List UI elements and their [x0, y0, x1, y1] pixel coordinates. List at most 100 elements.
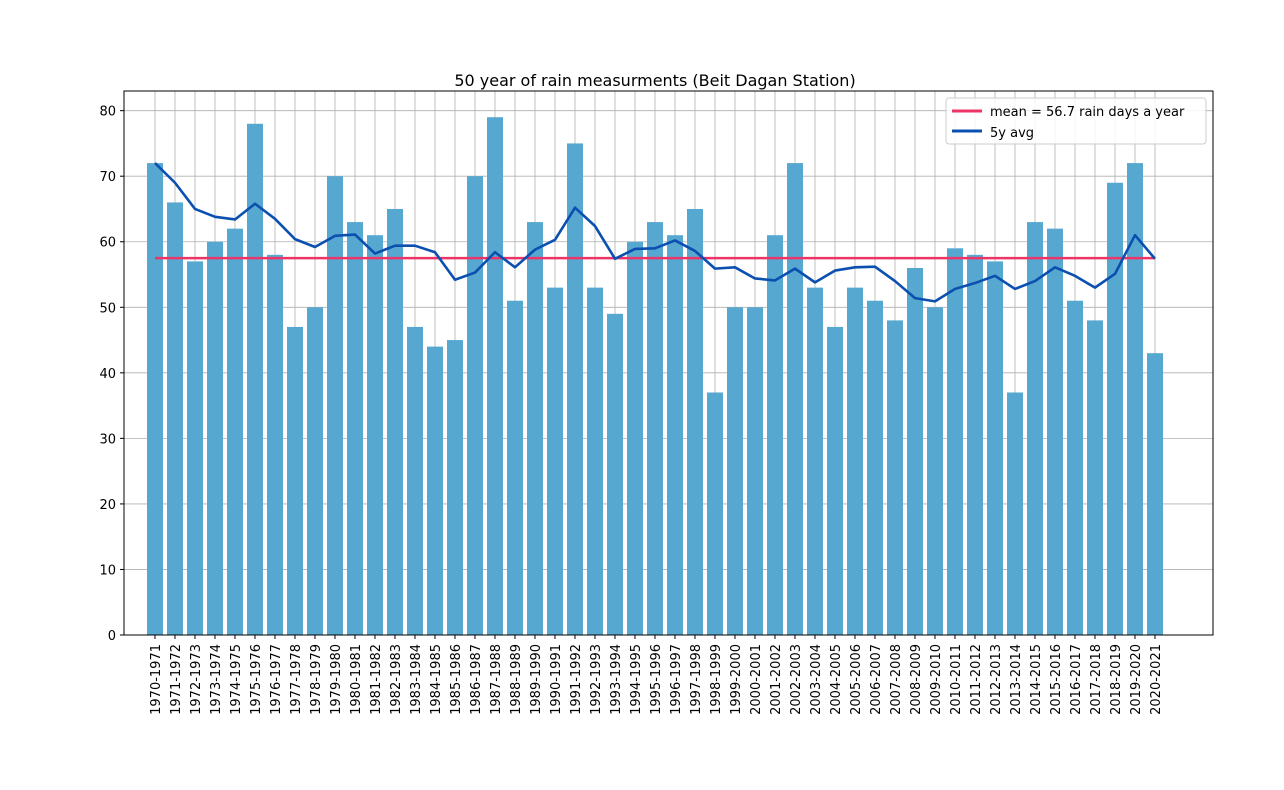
bar [187, 261, 203, 635]
bar [1107, 182, 1123, 635]
x-tick-label: 1979-1980 [329, 644, 344, 715]
bar [1027, 222, 1043, 635]
x-tick-label: 1974-1975 [229, 644, 244, 715]
x-tick-label: 2006-2007 [869, 644, 884, 715]
x-tick-label: 1987-1988 [489, 644, 504, 715]
x-tick-label: 1985-1986 [449, 644, 464, 715]
y-tick-label: 10 [99, 563, 116, 578]
bar [907, 267, 923, 635]
bar [347, 222, 363, 635]
x-tick-label: 2001-2002 [769, 644, 784, 715]
x-tick-label: 1990-1991 [549, 644, 564, 715]
x-tick-label: 1981-1982 [369, 644, 384, 715]
x-tick-label: 1977-1978 [289, 644, 304, 715]
bar [207, 241, 223, 635]
chart-title: 50 year of rain measurments (Beit Dagan … [454, 71, 855, 90]
x-tick-label: 1982-1983 [389, 644, 404, 715]
bar [647, 222, 663, 635]
y-tick-label: 60 [99, 236, 116, 251]
bar [747, 307, 763, 635]
bar [1047, 228, 1063, 635]
bar [607, 313, 623, 635]
x-tick-label: 1997-1998 [689, 644, 704, 715]
x-tick-label: 2000-2001 [749, 644, 764, 715]
axes [120, 90, 1214, 639]
legend: mean = 56.7 rain days a year 5y avg [945, 97, 1207, 145]
x-tick-label: 2002-2003 [789, 644, 804, 715]
x-tick-label: 1978-1979 [309, 644, 324, 715]
bar [727, 307, 743, 635]
bar [707, 392, 723, 635]
bar [787, 163, 803, 636]
x-tick-label: 1995-1996 [649, 644, 664, 715]
bar [327, 176, 343, 635]
x-tick-label: 1983-1984 [409, 644, 424, 715]
bar [507, 300, 523, 635]
x-tick-label: 2017-2018 [1089, 644, 1104, 715]
bar [667, 235, 683, 636]
x-tick-label: 1992-1993 [589, 644, 604, 715]
x-tick-label: 2018-2019 [1109, 644, 1124, 715]
bar [547, 287, 563, 635]
x-tick-label: 1989-1990 [529, 644, 544, 715]
bar [987, 261, 1003, 635]
y-tick-label: 30 [99, 432, 116, 447]
bar [927, 307, 943, 635]
bar [287, 326, 303, 635]
x-tick-label: 2003-2004 [809, 644, 824, 715]
x-tick-label: 2008-2009 [909, 644, 924, 715]
x-tick-label: 2019-2020 [1129, 644, 1144, 715]
y-tick-label: 50 [99, 301, 116, 316]
bar [627, 241, 643, 635]
bar [267, 254, 283, 636]
y-tick-label: 0 [108, 629, 116, 644]
x-tick-label: 2011-2012 [969, 644, 984, 715]
bar [467, 176, 483, 635]
bar [1007, 392, 1023, 635]
bar [567, 143, 583, 636]
series-lines [154, 162, 1156, 303]
x-tick-label: 2009-2010 [929, 644, 944, 715]
bar [367, 235, 383, 636]
x-tick-label: 2007-2008 [889, 644, 904, 715]
x-tick-label: 1999-2000 [729, 644, 744, 715]
x-tick-label: 2014-2015 [1029, 644, 1044, 715]
x-tick-label: 1991-1992 [569, 644, 584, 715]
x-tick-label: 1988-1989 [509, 644, 524, 715]
y-tick-label: 70 [99, 170, 116, 185]
bar [447, 340, 463, 635]
x-tick-label: 1970-1971 [149, 644, 164, 715]
bar [527, 222, 543, 635]
bar [687, 208, 703, 636]
bar [407, 326, 423, 635]
x-tick-label: 2016-2017 [1069, 644, 1084, 715]
legend-label-mean: mean = 56.7 rain days a year [990, 105, 1185, 120]
x-tick-label: 2005-2006 [849, 644, 864, 715]
x-tick-label: 1986-1987 [469, 644, 484, 715]
y-tick-labels: 0 10 20 30 40 50 60 70 80 [99, 105, 116, 644]
x-tick-label: 2020-2021 [1149, 644, 1164, 715]
plot-frame [123, 90, 1214, 636]
bar [847, 287, 863, 635]
x-tick-label: 2004-2005 [829, 644, 844, 715]
bar [1067, 300, 1083, 635]
x-tick-label: 1994-1995 [629, 644, 644, 715]
bar [1087, 320, 1103, 635]
bar [767, 235, 783, 636]
x-tick-label: 2012-2013 [989, 644, 1004, 715]
x-tick-label: 1984-1985 [429, 644, 444, 715]
x-tick-label: 1972-1973 [189, 644, 204, 715]
bar [587, 287, 603, 635]
y-tick-label: 40 [99, 367, 116, 382]
bar [247, 123, 263, 635]
x-tick-label: 2015-2016 [1049, 644, 1064, 715]
x-tick-label: 1973-1974 [209, 644, 224, 715]
bar [867, 300, 883, 635]
y-tick-label: 80 [99, 105, 116, 120]
bar [307, 307, 323, 635]
bar [1127, 163, 1143, 636]
legend-frame [945, 97, 1207, 145]
bar [827, 326, 843, 635]
x-tick-label: 1980-1981 [349, 644, 364, 715]
